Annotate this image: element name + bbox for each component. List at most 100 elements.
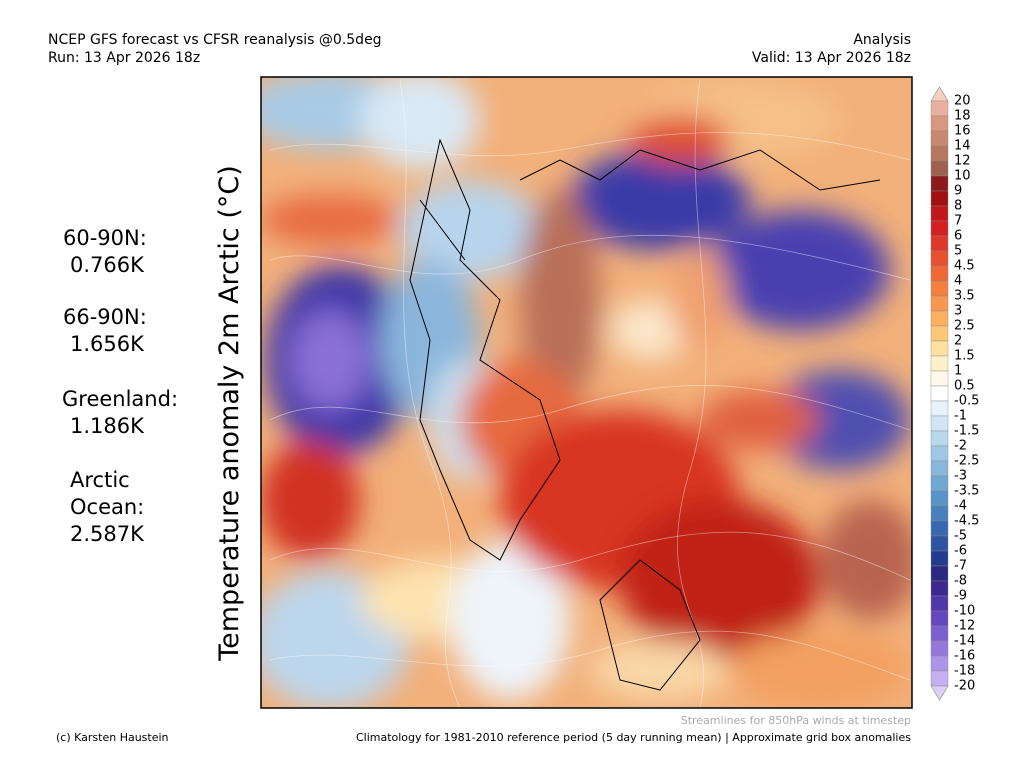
colorbar-label: -0.5: [954, 394, 979, 409]
colorbar-swatch: [930, 100, 949, 117]
colorbar-label: -1.5: [954, 424, 979, 439]
stat-label: Greenland:: [62, 387, 178, 411]
colorbar-label: 0.5: [954, 379, 975, 394]
colorbar-swatch: [930, 235, 949, 252]
colorbar-label: -9: [954, 589, 967, 604]
colorbar-label: 20: [954, 94, 971, 109]
colorbar-swatch: [930, 310, 949, 327]
colorbar-label: -3: [954, 469, 967, 484]
colorbar-swatch: [930, 580, 949, 597]
colorbar-swatch: [930, 385, 949, 402]
stat-value: 1.656K: [70, 332, 145, 356]
colorbar-label: -18: [954, 664, 975, 679]
colorbar-swatch: [930, 205, 949, 222]
stat-value: 1.186K: [70, 414, 145, 438]
colorbar-swatch: [930, 670, 949, 687]
colorbar-swatch: [930, 145, 949, 162]
colorbar-swatch: [930, 280, 949, 297]
colorbar-label: 7: [954, 214, 962, 229]
colorbar-label: -7: [954, 559, 967, 574]
colorbar-swatch: [930, 265, 949, 282]
colorbar-swatch: [930, 550, 949, 567]
valid: Valid: 13 Apr 2026 18z: [752, 50, 911, 66]
colorbar-swatch: [930, 655, 949, 672]
streamlines-note: Streamlines for 850hPa winds at timestep: [681, 714, 911, 727]
colorbar-label: 1: [954, 364, 962, 379]
colorbar-label: 2.5: [954, 319, 975, 334]
colorbar-swatch: [930, 250, 949, 267]
colorbar-swatch: [930, 115, 949, 132]
colorbar-label: 9: [954, 184, 962, 199]
colorbar-label: 16: [954, 124, 971, 139]
colorbar-label: 1.5: [954, 349, 975, 364]
colorbar-swatch: [930, 160, 949, 177]
colorbar-extend: [930, 86, 949, 102]
colorbar-swatch: [930, 400, 949, 417]
colorbar-swatch: [930, 505, 949, 522]
colorbar-label: -10: [954, 604, 975, 619]
colorbar-label: 12: [954, 154, 971, 169]
colorbar-label: -5: [954, 529, 967, 544]
colorbar-swatch: [930, 130, 949, 147]
map: [261, 77, 912, 708]
colorbar-label: -4: [954, 499, 967, 514]
climatology-note: Climatology for 1981-2010 reference peri…: [356, 731, 911, 744]
stat-value: 0.766K: [70, 253, 145, 277]
colorbar-swatch: [930, 520, 949, 537]
colorbar-label: 18: [954, 109, 971, 124]
colorbar-label: -6: [954, 544, 967, 559]
credit: (c) Karsten Haustein: [56, 731, 169, 744]
colorbar-label: 4: [954, 274, 962, 289]
colorbar-label: 10: [954, 169, 971, 184]
colorbar-swatch: [930, 295, 949, 312]
colorbar-label: -20: [954, 679, 975, 694]
colorbar-swatch: [930, 610, 949, 627]
colorbar-swatch: [930, 490, 949, 507]
stats: 60-90N: 0.766K 66-90N: 1.656K Greenland:…: [62, 226, 178, 546]
stat-label: Ocean:: [70, 495, 144, 519]
colorbar-swatch: [930, 175, 949, 192]
colorbar-label: 2: [954, 334, 962, 349]
colorbar-swatch: [930, 640, 949, 657]
colorbar-label: -1: [954, 409, 967, 424]
colorbar-swatch: [930, 475, 949, 492]
colorbar-swatch: [930, 595, 949, 612]
colorbar-swatch: [930, 565, 949, 582]
run: Run: 13 Apr 2026 18z: [48, 50, 200, 66]
colorbar-label: 3.5: [954, 289, 975, 304]
colorbar-swatch: [930, 220, 949, 237]
stat-value: 2.587K: [70, 522, 145, 546]
colorbar-swatch: [930, 445, 949, 462]
colorbar-swatch: [930, 370, 949, 387]
colorbar-swatch: [930, 415, 949, 432]
colorbar-swatch: [930, 190, 949, 207]
colorbar-label: -4.5: [954, 514, 979, 529]
colorbar-swatch: [930, 355, 949, 372]
colorbar-swatch: [930, 535, 949, 552]
colorbar-label: -3.5: [954, 484, 979, 499]
colorbar-label: -16: [954, 649, 975, 664]
colorbar-label: 8: [954, 199, 962, 214]
colorbar-label: -2: [954, 439, 967, 454]
stat-label: 60-90N:: [63, 226, 147, 250]
colorbar-label: 5: [954, 244, 962, 259]
colorbar-label: -2.5: [954, 454, 979, 469]
colorbar-label: 4.5: [954, 259, 975, 274]
stat-label: Arctic: [70, 468, 130, 492]
axis-label: Temperature anomaly 2m Arctic (°C): [214, 165, 245, 662]
map-frame: [260, 76, 913, 709]
colorbar-label: -14: [954, 634, 975, 649]
colorbar-label: 3: [954, 304, 962, 319]
colorbar-swatch: [930, 460, 949, 477]
colorbar-label: -12: [954, 619, 975, 634]
title: NCEP GFS forecast vs CFSR reanalysis @0.…: [48, 32, 382, 48]
colorbar-label: -8: [954, 574, 967, 589]
colorbar-swatch: [930, 340, 949, 357]
colorbar-swatch: [930, 430, 949, 447]
stat-label: 66-90N:: [63, 305, 147, 329]
colorbar-label: 6: [954, 229, 962, 244]
colorbar-swatch: [930, 625, 949, 642]
colorbar: 201816141210987654.543.532.521.510.5-0.5…: [930, 86, 979, 701]
mode: Analysis: [853, 32, 911, 48]
